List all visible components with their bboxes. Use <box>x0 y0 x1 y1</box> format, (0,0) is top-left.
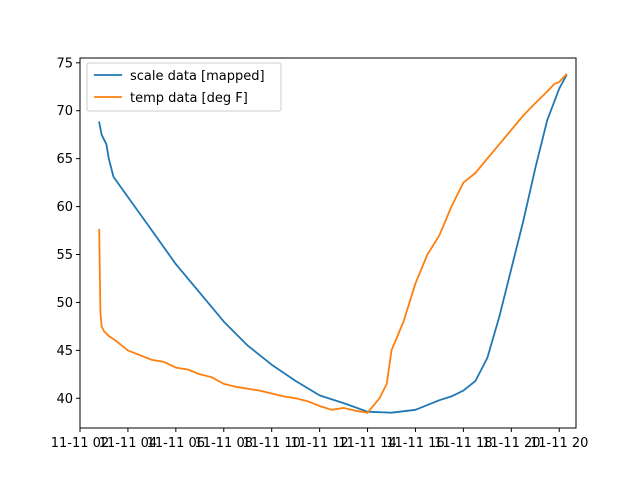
legend-label-scale: scale data [mapped] <box>130 69 265 84</box>
legend-box <box>86 62 282 112</box>
x-tick-label: 11-11 06 <box>147 436 205 451</box>
y-tick-label: 40 <box>56 392 73 407</box>
x-tick-label: 11-11 20 <box>482 436 540 451</box>
x-tick-label: 11-11 14 <box>338 436 396 451</box>
x-tick-label: 11-11 02 <box>51 436 109 451</box>
x-tick-label: 11-11 10 <box>242 436 300 451</box>
series-line-0 <box>98 74 568 414</box>
y-tick-label: 75 <box>56 56 73 71</box>
x-tick-label: 11-11 16 <box>386 436 444 451</box>
y-tick-label: 45 <box>56 344 73 359</box>
x-tick-label: 11-11 18 <box>434 436 492 451</box>
x-tick-label: 11-11 04 <box>99 436 157 451</box>
y-axis: 40 45 50 55 60 65 70 75 <box>56 56 80 407</box>
series-layer <box>98 73 568 414</box>
y-tick-label: 65 <box>56 152 73 167</box>
y-tick-label: 60 <box>56 200 73 215</box>
y-tick-label: 55 <box>56 248 73 263</box>
y-tick-label: 50 <box>56 296 73 311</box>
x-tick-label: 11-11 12 <box>290 436 348 451</box>
plot-frame <box>79 57 577 429</box>
x-tick-label: 11-11 20 <box>530 436 588 451</box>
legend: scale data [mapped] temp data [deg F] <box>86 62 282 112</box>
y-tick-label: 70 <box>56 104 73 119</box>
x-tick-label: 11-11 08 <box>195 436 253 451</box>
series-line-1 <box>98 73 568 414</box>
legend-label-temp: temp data [deg F] <box>130 91 248 106</box>
